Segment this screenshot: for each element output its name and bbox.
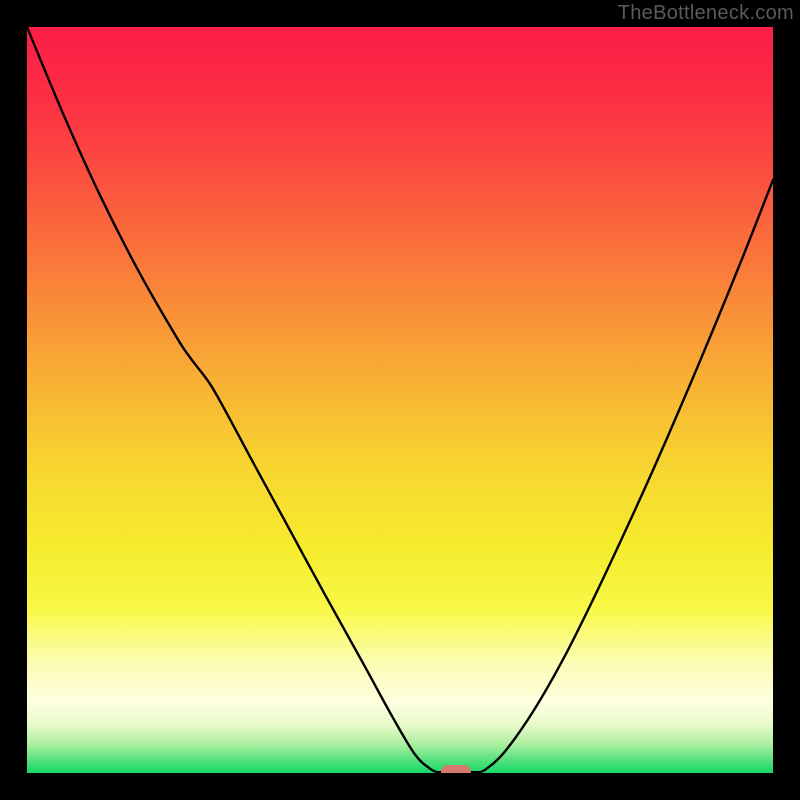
optimal-marker [441, 765, 471, 773]
watermark-text: TheBottleneck.com [618, 2, 794, 25]
plot-area [27, 27, 773, 773]
gradient-background [27, 27, 773, 773]
chart-container: TheBottleneck.com [0, 0, 800, 800]
